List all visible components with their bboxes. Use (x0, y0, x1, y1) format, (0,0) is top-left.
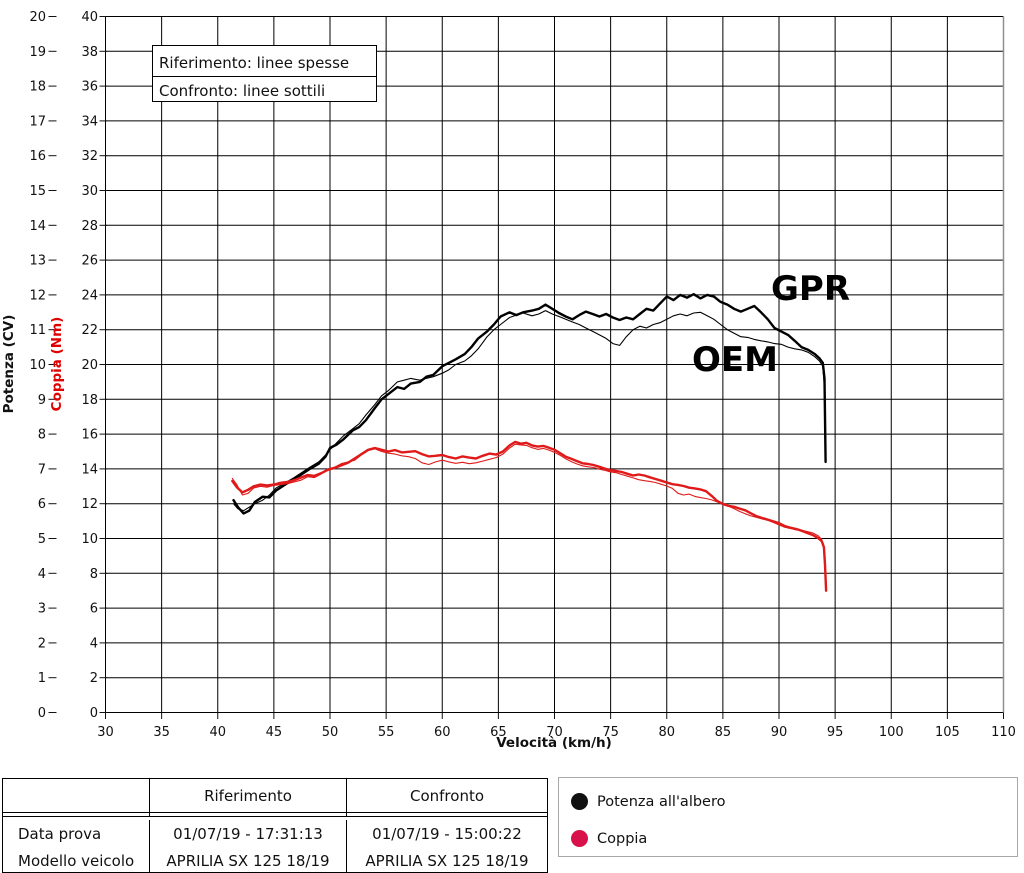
row-label: Modello veicolo (18, 851, 135, 870)
power-tick-label: 2 (38, 636, 46, 651)
reference-note-border (152, 45, 377, 102)
torque-series-dot-icon (571, 830, 588, 847)
power-tick-label: 16 (29, 149, 46, 164)
x-tick-label: 85 (715, 725, 732, 740)
torque-tick-label: 12 (81, 497, 98, 512)
torque-tick-label: 26 (81, 254, 98, 269)
power-tick-label: 13 (29, 254, 46, 269)
torque-tick-label: 22 (81, 323, 98, 338)
x-tick-label: 90 (771, 725, 788, 740)
torque-tick-label: 8 (90, 567, 98, 582)
chart-ticks: 30 35 40 45 50 55 60 65 70 75 80 85 90 95 100 105 110012… (29, 10, 1015, 740)
x-tick-label: 70 (546, 725, 563, 740)
table-header-riferimento: Riferimento (149, 779, 346, 812)
chart-grid (105, 16, 1005, 713)
x-tick-label: 65 (490, 725, 507, 740)
power-tick-label: 5 (38, 532, 46, 547)
row-label: Data prova (18, 824, 102, 843)
x-tick-label: 75 (602, 725, 619, 740)
curve-power-gpr (232, 293, 827, 515)
torque-tick-label: 16 (81, 428, 98, 443)
torque-tick-label: 34 (81, 114, 98, 129)
test-info-table: Riferimento Confronto Data prova 01/07/1… (2, 778, 548, 873)
confronto-date: 01/07/19 - 15:00:22 (346, 820, 547, 847)
torque-tick-label: 38 (81, 45, 98, 60)
x-tick-label: 40 (209, 725, 226, 740)
torque-tick-label: 24 (81, 288, 98, 303)
table-header-confronto: Confronto (346, 779, 547, 812)
torque-tick-label: 36 (81, 80, 98, 95)
torque-tick-label: 4 (90, 636, 98, 651)
power-tick-label: 7 (38, 462, 46, 477)
table-header-double-line (3, 813, 547, 817)
curve-torque-oem (231, 443, 827, 585)
table-header-row: Riferimento Confronto (3, 779, 547, 813)
power-tick-label: 15 (29, 184, 46, 199)
gpr-annotation: GPR (771, 269, 850, 309)
power-tick-label: 19 (29, 45, 46, 60)
curve-power-oem (232, 310, 827, 512)
power-axis-title: Potenza (CV) (1, 315, 17, 414)
series-legend: Potenza all'albero Coppia (558, 777, 1018, 857)
x-tick-label: 35 (153, 725, 170, 740)
torque-tick-label: 20 (81, 358, 98, 373)
x-tick-label: 50 (322, 725, 339, 740)
reference-note-line2: Confronto: linee sottili (159, 82, 325, 100)
power-tick-label: 1 (38, 671, 46, 686)
power-tick-label: 3 (38, 602, 46, 617)
torque-tick-label: 30 (81, 184, 98, 199)
power-tick-label: 9 (38, 393, 46, 408)
power-tick-label: 14 (29, 219, 46, 234)
table-row-modello-veicolo: Modello veicolo APRILIA SX 125 18/19 APR… (3, 847, 547, 873)
power-tick-label: 4 (38, 567, 46, 582)
x-tick-label: 110 (991, 725, 1016, 740)
chart-series (231, 293, 828, 592)
x-tick-label: 105 (935, 725, 960, 740)
power-tick-label: 6 (38, 497, 46, 512)
x-tick-label: 100 (879, 725, 904, 740)
x-tick-label: 95 (827, 725, 844, 740)
x-tick-label: 80 (658, 725, 675, 740)
power-tick-label: 10 (29, 358, 46, 373)
curve-torque-gpr (231, 440, 828, 592)
power-tick-label: 0 (38, 706, 46, 721)
torque-tick-label: 40 (81, 10, 98, 25)
riferimento-date: 01/07/19 - 17:31:13 (149, 820, 346, 847)
torque-tick-label: 10 (81, 532, 98, 547)
x-tick-label: 45 (266, 725, 283, 740)
legend-item-coppia: Coppia (571, 830, 647, 847)
oem-annotation: OEM (692, 340, 778, 380)
reference-note-line1: Riferimento: linee spesse (159, 54, 349, 72)
confronto-model: APRILIA SX 125 18/19 (346, 847, 547, 873)
legend-label: Potenza all'albero (597, 793, 726, 810)
legend-item-potenza: Potenza all'albero (571, 793, 725, 810)
torque-tick-label: 32 (81, 149, 98, 164)
x-tick-label: 60 (434, 725, 451, 740)
x-tick-label: 55 (378, 725, 395, 740)
power-tick-label: 8 (38, 428, 46, 443)
torque-tick-label: 14 (81, 462, 98, 477)
torque-axis-title: Coppia (Nm) (49, 317, 65, 412)
reference-note-box: Riferimento: linee spesse Confronto: lin… (152, 45, 377, 102)
legend-label: Coppia (597, 830, 648, 847)
riferimento-model: APRILIA SX 125 18/19 (149, 847, 346, 873)
power-series-dot-icon (571, 793, 588, 810)
torque-tick-label: 2 (90, 671, 98, 686)
torque-tick-label: 28 (81, 219, 98, 234)
power-tick-label: 17 (29, 114, 46, 129)
torque-tick-label: 18 (81, 393, 98, 408)
power-tick-label: 11 (29, 323, 46, 338)
power-tick-label: 20 (29, 10, 46, 25)
table-header-empty (3, 779, 149, 812)
torque-tick-label: 0 (90, 706, 98, 721)
power-tick-label: 18 (29, 80, 46, 95)
x-tick-label: 30 (97, 725, 114, 740)
torque-tick-label: 6 (90, 602, 98, 617)
dyno-chart: 30 35 40 45 50 55 60 65 70 75 80 85 90 95 100 105 110012… (1, 10, 1016, 751)
power-tick-label: 12 (29, 288, 46, 303)
x-axis-title: Velocità (km/h) (496, 735, 612, 751)
table-row-data-prova: Data prova 01/07/19 - 17:31:13 01/07/19 … (3, 820, 547, 847)
